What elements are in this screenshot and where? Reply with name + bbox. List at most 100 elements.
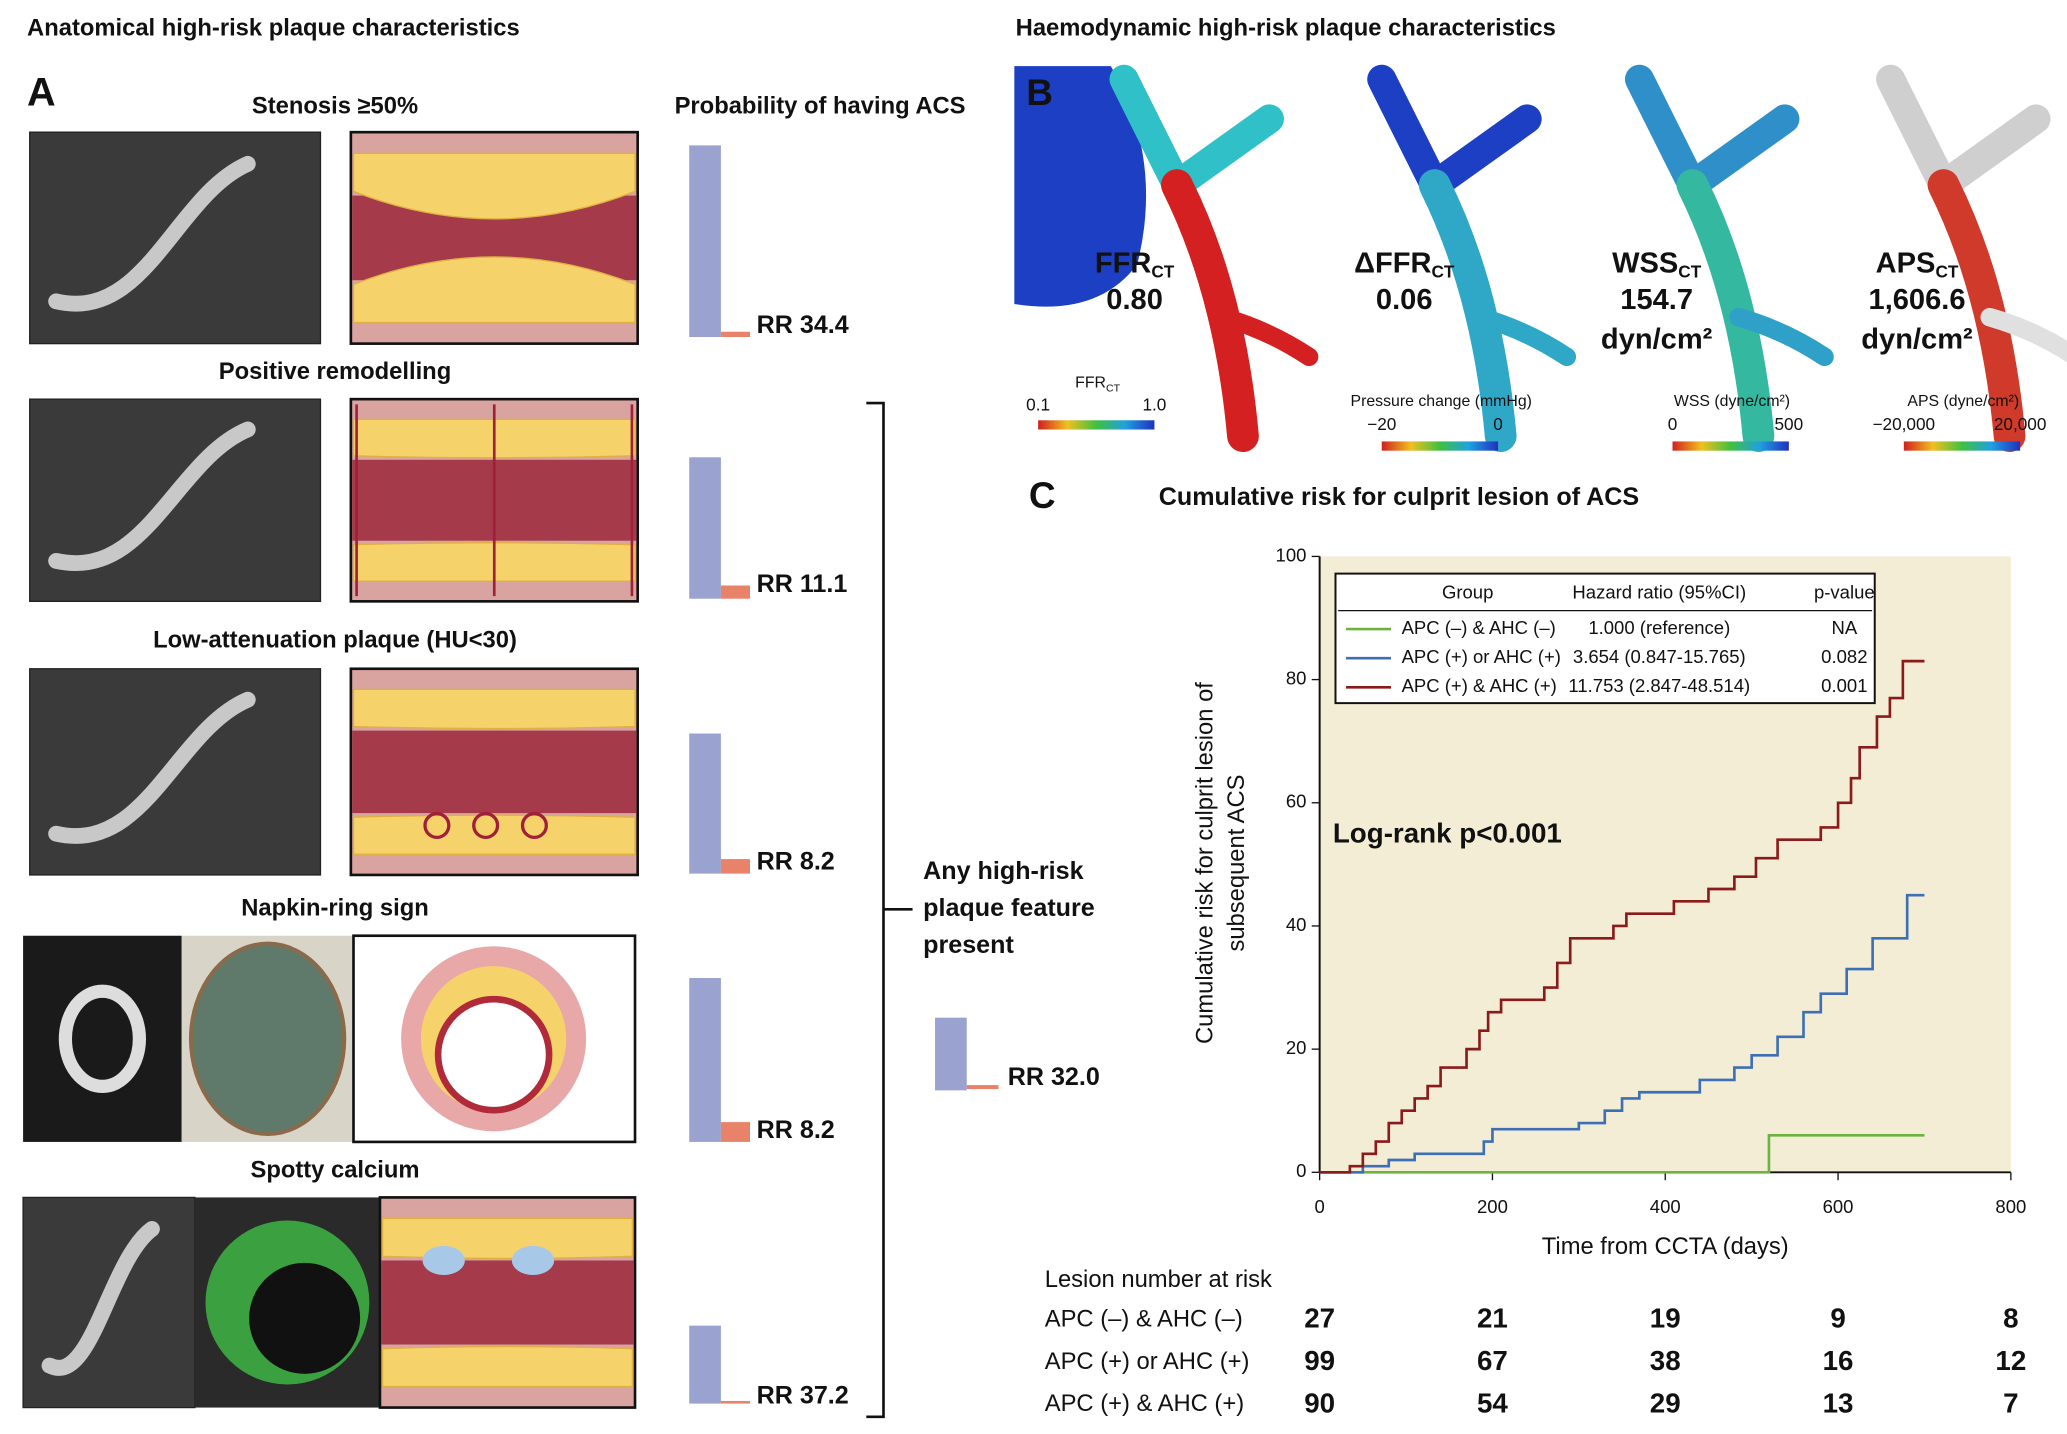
rr-label: RR 32.0 (1008, 1063, 1100, 1091)
map-name-main: APS (1876, 247, 1936, 279)
panel-label: B (1026, 72, 1053, 113)
risk-count: 38 (1650, 1345, 1681, 1376)
scale-min: −20,000 (1873, 414, 1936, 434)
y-tick-label: 20 (1286, 1037, 1307, 1058)
map-unit: dyn/cm² (1601, 324, 1713, 356)
scale-title-sub: CT (1106, 382, 1121, 394)
annotation: Log-rank p<0.001 (1333, 818, 1562, 849)
risk-count: 21 (1477, 1303, 1508, 1334)
y-tick-label: 60 (1286, 791, 1307, 812)
color-scale (1672, 441, 1789, 451)
probability-heading: Probability of having ACS (675, 92, 966, 119)
chart-title: Cumulative risk for culprit lesion of AC… (1159, 483, 1639, 511)
risk-count: 19 (1650, 1303, 1681, 1334)
rr-label: RR 34.4 (757, 311, 849, 339)
map-name: APSCT (1876, 247, 1959, 281)
y-tick-label: 0 (1296, 1160, 1306, 1181)
risk-count: 27 (1304, 1303, 1335, 1334)
probability-bar (689, 457, 721, 599)
histology-section (188, 941, 347, 1136)
scale-title-main: APS (dyne/cm²) (1907, 393, 2019, 410)
lumen (434, 995, 553, 1114)
ct-image (23, 935, 182, 1142)
plaque (352, 256, 636, 324)
rr-label: RR 11.1 (757, 570, 848, 598)
scale-max: 1.0 (1142, 394, 1166, 414)
vessel (1676, 169, 1775, 453)
map-value: 1,606.6 (1869, 284, 1966, 316)
any-feature-text: present (923, 931, 1014, 959)
plaque (381, 1217, 634, 1260)
risk-count: 12 (1995, 1345, 2026, 1376)
legend-box (1334, 572, 1876, 705)
probability-bar-rr (966, 1085, 999, 1090)
risk-count: 29 (1650, 1387, 1681, 1418)
x-tick-label: 200 (1477, 1196, 1508, 1217)
map-name-main: FFR (1095, 247, 1152, 279)
legend-header: Hazard ratio (95%CI) (1572, 581, 1746, 602)
probability-bar (689, 145, 721, 338)
lipid-core (520, 811, 548, 840)
calcium (422, 1245, 465, 1276)
y-tick-label: 40 (1286, 914, 1307, 935)
scale-title: APS (dyne/cm²) (1907, 393, 2019, 410)
feature-name: Positive remodelling (219, 358, 451, 385)
vessel (1729, 307, 1834, 367)
plaque (352, 152, 636, 220)
map-value: 0.80 (1106, 284, 1163, 316)
color-scale (1038, 420, 1155, 430)
probability-bar-rr (720, 585, 751, 599)
map-name-sub: CT (1151, 261, 1174, 281)
legend-p-value: NA (1831, 617, 1857, 638)
map-name-main: ΔFFR (1354, 247, 1431, 279)
legend-name: APC (+) or AHC (+) (1402, 646, 1561, 667)
x-tick-label: 600 (1823, 1196, 1854, 1217)
color-scale (1381, 441, 1499, 451)
map-name-sub: CT (1935, 261, 1958, 281)
scale-title: Pressure change (mmHg) (1351, 393, 1532, 410)
map-name: WSSCT (1612, 247, 1702, 281)
x-tick-label: 0 (1314, 1196, 1324, 1217)
map-unit: dyn/cm² (1861, 324, 1973, 356)
scale-title-main: Pressure change (mmHg) (1351, 393, 1532, 410)
calcium (511, 1245, 555, 1276)
map-value: 0.06 (1376, 284, 1433, 316)
risk-count: 7 (2003, 1387, 2018, 1418)
risk-row-name: APC (+) & AHC (+) (1045, 1390, 1244, 1417)
legend-p-value: 0.001 (1821, 675, 1867, 696)
risk-count: 16 (1823, 1345, 1854, 1376)
probability-bar-rr (720, 1122, 751, 1142)
legend-hazard-ratio: 3.654 (0.847-15.765) (1573, 646, 1746, 667)
any-feature-text: plaque feature (923, 894, 1095, 922)
scale-title: FFRCT (1075, 374, 1120, 394)
map-name-sub: CT (1431, 261, 1454, 281)
heart-blob (1014, 66, 1147, 307)
vessel (1213, 307, 1319, 367)
scale-max: 500 (1774, 414, 1803, 434)
panel-title: Anatomical high-risk plaque characterist… (27, 14, 520, 41)
feature-name: Napkin-ring sign (241, 895, 429, 922)
rr-label: RR 37.2 (757, 1382, 849, 1410)
plaque (381, 1345, 634, 1388)
risk-count: 13 (1823, 1387, 1854, 1418)
scale-max: 0 (1493, 414, 1503, 434)
scale-min: 0 (1668, 414, 1678, 434)
rr-label: RR 8.2 (757, 1116, 835, 1144)
vessel (48, 155, 256, 312)
legend-p-value: 0.082 (1821, 646, 1867, 667)
feature-name: Stenosis ≥50% (252, 92, 418, 119)
vessel (48, 421, 256, 571)
km-curve (1319, 659, 1925, 1174)
rr-label: RR 8.2 (757, 848, 835, 876)
plaque (352, 688, 636, 730)
lipid-core (423, 811, 451, 840)
vessel (1161, 169, 1259, 453)
scale-min: −20 (1367, 414, 1396, 434)
probability-bar (689, 733, 721, 874)
probability-bar-rr (720, 331, 751, 338)
probability-bar-rr (720, 859, 751, 874)
feature-name: Spotty calcium (250, 1156, 419, 1183)
probability-bar-rr (720, 1400, 751, 1404)
km-curve (1319, 1134, 1925, 1174)
color-scale (1903, 441, 2021, 451)
